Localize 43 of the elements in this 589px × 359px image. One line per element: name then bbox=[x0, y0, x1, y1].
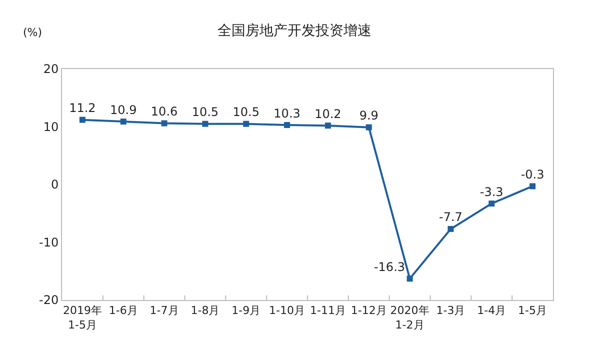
y-tick-label: 10 bbox=[43, 120, 59, 134]
x-tick-label: 1-10月 bbox=[269, 304, 306, 318]
point bbox=[324, 122, 331, 129]
data-label: -3.3 bbox=[480, 184, 504, 199]
point bbox=[366, 124, 372, 130]
y-tick-label: -10 bbox=[38, 235, 59, 250]
chart-title: 全国房地产开发投资增速 bbox=[218, 22, 372, 39]
point bbox=[284, 122, 290, 128]
data-label: 10.5 bbox=[232, 105, 260, 120]
point bbox=[488, 200, 495, 207]
x-tick-label: 1-5月 bbox=[518, 304, 548, 318]
point bbox=[448, 226, 454, 232]
x-tick-label: 1-11月 bbox=[310, 304, 346, 318]
data-label: -16.3 bbox=[374, 260, 406, 274]
x-tick-label: 1-9月 bbox=[232, 304, 261, 318]
y-tick-label: 0 bbox=[50, 178, 59, 192]
x-tick-label: 1-12月 bbox=[350, 304, 387, 318]
data-label: -0.3 bbox=[520, 167, 544, 182]
x-tick-label: 1-7月 bbox=[150, 304, 179, 318]
point bbox=[161, 120, 168, 126]
data-label: -7.7 bbox=[439, 210, 462, 224]
y-tick-label: 20 bbox=[43, 62, 59, 76]
point bbox=[243, 120, 250, 127]
data-label: 11.2 bbox=[69, 101, 96, 116]
point bbox=[202, 120, 208, 127]
x-tick-label: 2019年 1-5月 bbox=[62, 304, 102, 332]
x-tick-label: 1-4月 bbox=[477, 304, 506, 318]
data-label: 10.5 bbox=[192, 105, 219, 120]
x-tick-label: 1-3月 bbox=[436, 304, 466, 318]
data-label: 10.2 bbox=[314, 106, 342, 121]
data-label: 10.3 bbox=[274, 106, 300, 120]
point bbox=[406, 276, 413, 282]
y-axis-title: (%) bbox=[23, 26, 42, 39]
data-label: 10.6 bbox=[150, 104, 178, 119]
data-label: 9.9 bbox=[359, 108, 378, 123]
y-tick-label: -20 bbox=[38, 293, 59, 308]
x-tick-label: 1-8月 bbox=[190, 304, 220, 318]
x-tick-label: 1-6月 bbox=[108, 304, 138, 318]
x-tick-label: 2020年 1-2月 bbox=[390, 304, 430, 332]
point bbox=[530, 183, 536, 190]
point bbox=[120, 118, 126, 125]
point bbox=[79, 116, 86, 123]
data-label: 10.9 bbox=[110, 102, 137, 117]
